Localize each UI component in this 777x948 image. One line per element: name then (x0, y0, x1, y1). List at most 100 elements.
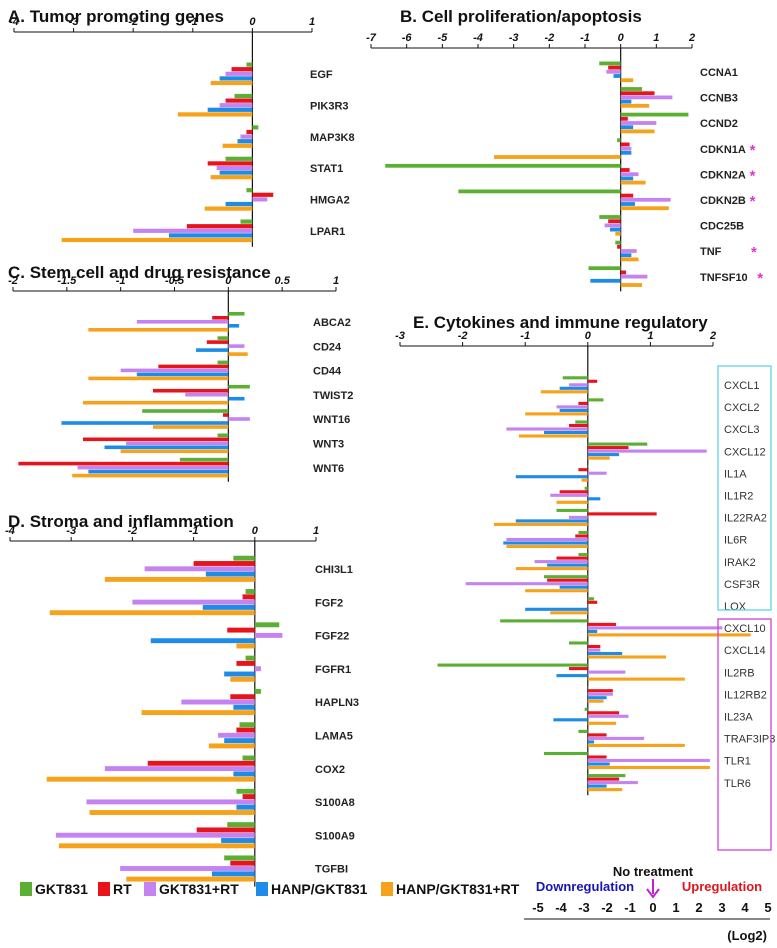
bar-a-pik3r3-1 (225, 98, 253, 103)
bar-e-il1r2-4 (556, 500, 588, 504)
scale-tick: 1 (672, 900, 679, 915)
significance-star: * (750, 193, 756, 210)
bar-e-il23a-4 (587, 721, 616, 725)
bar-a-stat1-4 (210, 175, 253, 180)
panel-d-category-label: FGF22 (315, 631, 349, 643)
bar-e-irak2-1 (556, 556, 588, 560)
panel-c-tick-label: -1.5 (57, 275, 77, 287)
bar-a-hmga2-2 (252, 197, 268, 202)
bar-e-tlr6-4 (587, 788, 623, 792)
panel-c-category-label: ABCA2 (313, 317, 351, 329)
bar-e-lox-1 (587, 600, 598, 604)
bar-e-lox-2 (587, 604, 589, 608)
panel-a-category-label: PIK3R3 (310, 100, 349, 112)
scale-tick: 2 (695, 900, 702, 915)
panel-d-category-label: S100A9 (315, 830, 355, 842)
panel-c-tick-label: -0.5 (165, 275, 185, 287)
bar-a-pik3r3-3 (207, 107, 253, 112)
panel-a-tick-label: -4 (9, 16, 19, 28)
bar-b-cdkn1a-3 (620, 150, 632, 155)
bar-a-pik3r3-2 (219, 103, 253, 108)
bar-e-traf3ip3-1 (587, 733, 607, 737)
panel-b-tick-label: -7 (366, 32, 377, 44)
bar-c-twist2-1 (152, 388, 229, 393)
bar-e-tlr1-1 (587, 755, 607, 759)
bar-e-lox-4 (550, 611, 588, 615)
bar-e-tlr1-3 (587, 762, 610, 766)
panel-c-tick-label: 0 (225, 275, 232, 287)
panel-a-category-label: LPAR1 (310, 226, 345, 238)
bar-c-wnt16-0 (142, 409, 229, 413)
bar-e-cxcl10-0 (500, 619, 588, 623)
bar-d-fgf22-1 (227, 627, 255, 633)
bar-e-csf3r-2 (465, 582, 588, 586)
panel-c-category-label: WNT6 (313, 463, 344, 475)
bar-e-cxcl2-4 (525, 412, 588, 416)
bar-e-cxcl2-3 (559, 408, 588, 412)
panel-e-group-box-1 (717, 365, 772, 611)
bar-c-abca2-1 (212, 316, 229, 320)
bar-a-lpar1-3 (168, 233, 253, 238)
panel-e-category-label: LOX (724, 601, 747, 613)
bar-e-irak2-0 (578, 553, 588, 557)
panel-e-category-label: IRAK2 (724, 557, 756, 569)
bar-c-cd44-4 (88, 376, 229, 381)
bar-e-cxcl12-1 (587, 446, 629, 450)
panel-b-category-label: CDKN2A (700, 169, 746, 181)
bar-d-hapln3-0 (254, 688, 261, 694)
bar-d-tgfbi-3 (211, 871, 255, 877)
bar-d-hapln3-3 (233, 704, 255, 710)
panel-e-category-label: IL12RB2 (724, 689, 767, 701)
panel-e-category-label: IL1R2 (724, 491, 753, 503)
bar-a-egf-2 (225, 71, 253, 76)
bar-c-cd24-3 (196, 348, 229, 352)
bar-b-ccnd2-3 (620, 125, 634, 130)
bar-e-cxcl3-1 (569, 423, 588, 428)
bar-a-map3k8-0 (252, 125, 259, 130)
bar-e-cxcl2-0 (587, 398, 604, 402)
bar-e-cxcl14-1 (587, 644, 601, 649)
significance-star: * (750, 167, 756, 184)
panel-d-category-label: FGF2 (315, 597, 343, 609)
bar-d-fgf22-0 (254, 622, 280, 628)
panel-e-tick-label: 2 (709, 330, 716, 342)
bar-b-tnfsf10-4 (620, 283, 643, 287)
panel-a-category-label: MAP3K8 (310, 132, 355, 144)
bar-e-tlr1-0 (543, 751, 588, 756)
panel-d-title: D. Stroma and inflammation (8, 512, 234, 531)
panel-d-tick-label: -1 (189, 525, 199, 537)
legend-swatch-3 (256, 882, 268, 896)
bar-b-tnf-0 (615, 240, 621, 245)
bar-e-cxcl3-4 (518, 434, 588, 438)
bar-c-wnt6-2 (77, 465, 229, 470)
bar-a-map3k8-2 (240, 134, 253, 139)
bar-b-tnf-3 (620, 253, 632, 258)
bar-b-ccna1-4 (620, 78, 634, 83)
legend-label-1: RT (113, 881, 132, 897)
panel-e-category-label: CXCL2 (724, 402, 759, 414)
panel-e-category-label: TLR6 (724, 778, 751, 790)
bar-c-wnt16-3 (61, 421, 229, 425)
panel-b-category-label: TNF (700, 246, 722, 258)
bar-e-il12rb2-3 (587, 696, 607, 700)
bar-c-wnt16-2 (228, 417, 250, 421)
bar-e-il23a-0 (584, 707, 588, 711)
bar-d-lama5-4 (208, 743, 255, 749)
bar-b-cdkn1a-2 (620, 146, 632, 151)
panel-b-category-label: CDKN1A (700, 144, 746, 156)
bar-e-il6r-2 (506, 537, 588, 542)
panel-e-group-box-2 (717, 618, 772, 851)
bar-d-fgf2-3 (202, 604, 255, 610)
bar-e-cxcl1-3 (559, 386, 588, 390)
bar-d-fgf22-4 (236, 643, 255, 649)
bar-a-hmga2-1 (252, 192, 274, 197)
bar-e-cxcl14-3 (587, 651, 623, 656)
legend-swatch-4 (381, 882, 393, 896)
bar-d-s100a9-4 (58, 843, 255, 849)
bar-e-il1r2-0 (584, 486, 588, 490)
bar-c-cd24-1 (206, 340, 229, 344)
bar-e-cxcl12-0 (587, 442, 648, 446)
panel-b-title: B. Cell proliferation/apoptosis (400, 7, 642, 26)
bar-e-cxcl12-2 (587, 449, 707, 453)
panel-c-title: C. Stem cell and drug resistance (8, 263, 271, 282)
